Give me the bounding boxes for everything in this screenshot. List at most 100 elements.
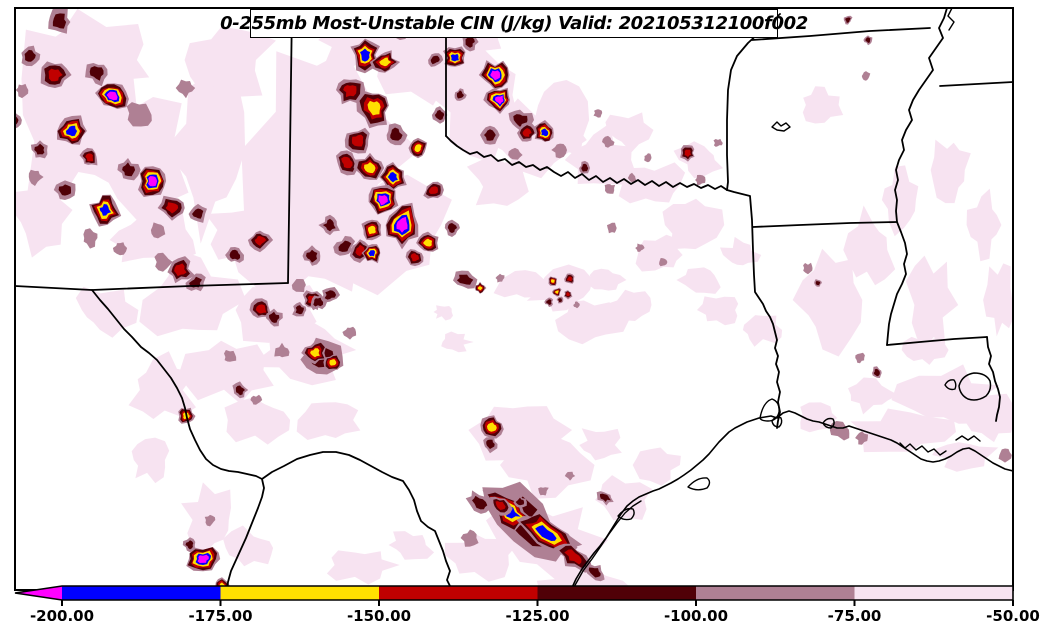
title-box: 0-255mb Most-Unstable CIN (J/kg) Valid: …	[220, 9, 808, 38]
cin-cell-level-1	[508, 147, 523, 160]
border-tx-ar-sabine	[726, 189, 781, 429]
pale-cin-patch	[441, 331, 474, 353]
cin-cell-level-2	[600, 493, 611, 502]
pale-cin-patch	[500, 436, 595, 499]
pale-cin-patch	[205, 203, 287, 264]
pale-cin-patch	[433, 305, 453, 321]
pale-cin-patch	[697, 296, 739, 326]
cin-cell-level-1	[154, 252, 173, 272]
cin-cell-level-4	[364, 162, 376, 174]
cin-cell-level-1	[607, 222, 617, 234]
pale-cin-patch	[983, 263, 1013, 337]
cin-cell-level-3	[254, 236, 267, 246]
cin-cell-level-3	[495, 501, 506, 510]
pale-cin-patch	[25, 8, 150, 106]
cin-cell-level-1	[291, 279, 306, 293]
cin-cell-level-1	[175, 79, 196, 99]
cin-cell-level-1	[627, 172, 637, 183]
pale-cin-patch	[163, 55, 246, 244]
cin-cell-level-3	[566, 292, 570, 297]
cin-cell-level-2	[313, 297, 324, 307]
colorbar-segment	[220, 586, 380, 600]
state-borders	[15, 8, 1013, 590]
cin-cell-level-2	[456, 90, 464, 99]
cin-cell-level-5	[541, 128, 549, 137]
cin-cell-level-1	[274, 342, 290, 358]
cin-cell-level-1	[593, 109, 603, 118]
cin-cell-level-1	[83, 228, 98, 249]
cin-cell-level-2	[192, 208, 204, 219]
cin-cell-level-1	[126, 102, 152, 127]
pale-cin-patch	[932, 442, 999, 472]
cin-cell-level-1	[15, 83, 29, 99]
cin-cell-level-3	[343, 85, 357, 98]
pale-cin-patch	[603, 289, 652, 321]
colorbar-min-arrow	[15, 586, 62, 600]
pale-cin-patch	[555, 300, 630, 345]
colorbar-tick-label: -200.00	[30, 607, 94, 625]
cin-cell-level-2	[89, 66, 104, 81]
pale-cin-patch	[579, 428, 622, 461]
cin-cell-level-2	[430, 55, 440, 65]
colorbar-segment	[379, 586, 538, 600]
pearl-river	[986, 336, 1001, 422]
cin-cell-level-1	[15, 112, 22, 129]
cin-cell-level-4	[414, 144, 422, 153]
border-nm-south	[15, 282, 289, 291]
cin-cell-level-2	[515, 497, 525, 506]
cin-cell-level-2	[122, 162, 136, 177]
cin-cell-level-1	[695, 174, 706, 186]
corpus-christi-bay	[617, 507, 635, 521]
cin-cell-level-3	[567, 276, 572, 282]
cin-cell-level-4	[551, 279, 555, 283]
cin-cell-level-2	[295, 305, 304, 315]
border-la-ms	[886, 336, 988, 346]
pale-cin-patch	[326, 550, 400, 585]
pale-cin-patch	[139, 249, 246, 337]
pale-cin-patch	[676, 267, 721, 294]
cin-cell-level-2	[306, 249, 318, 263]
rio-grande-upper	[91, 289, 263, 480]
pale-cin-patch	[589, 268, 627, 291]
lake-pontchartrain	[958, 372, 992, 401]
pale-cin-patch	[632, 447, 681, 486]
galveston-bay	[759, 398, 780, 422]
cin-cell-level-1	[551, 143, 567, 159]
cin-cell-level-2	[189, 276, 202, 288]
cin-cell-level-1	[713, 138, 723, 147]
plot-title: 0-255mb Most-Unstable CIN (J/kg) Valid: …	[220, 13, 808, 34]
pale-cin-patch	[131, 437, 170, 484]
cin-cell-level-1	[342, 326, 357, 340]
cin-cell-level-2	[58, 184, 71, 196]
pale-cin-patch	[180, 340, 274, 404]
cin-cells-layer	[15, 8, 1012, 590]
cin-cell-level-3	[429, 186, 438, 194]
pale-cin-patch	[964, 393, 1013, 443]
cin-cell-level-2	[338, 240, 352, 252]
cin-cell-level-5	[360, 48, 371, 62]
cin-cell-level-2	[235, 385, 245, 396]
cin-cell-level-2	[546, 299, 552, 305]
cin-cell-level-3	[351, 134, 364, 147]
cin-cell-level-3	[410, 253, 419, 262]
cin-cell-level-3	[522, 128, 532, 137]
pale-cin-patch	[75, 286, 139, 338]
cin-cell-level-3	[255, 304, 267, 314]
cin-cell-level-6	[197, 554, 209, 563]
cin-cell-level-1	[604, 184, 616, 194]
cin-cell-level-1	[460, 529, 479, 547]
cin-cell-level-1	[28, 169, 44, 186]
pale-cin-patch	[618, 162, 686, 204]
pale-cin-patch	[930, 139, 971, 204]
cin-cell-level-4	[555, 290, 559, 294]
cin-cell-level-1	[855, 352, 865, 364]
pale-cin-patch	[184, 26, 276, 97]
matagorda-bay	[687, 477, 711, 491]
cin-cell-level-4	[477, 285, 483, 291]
cin-cell-level-2	[557, 298, 562, 303]
cin-cell-level-4	[310, 348, 320, 358]
cin-cell-level-4	[367, 100, 381, 116]
colorbar-segment	[62, 586, 221, 600]
pale-cin-patch	[536, 570, 632, 590]
rio-grande-lower	[261, 451, 453, 590]
